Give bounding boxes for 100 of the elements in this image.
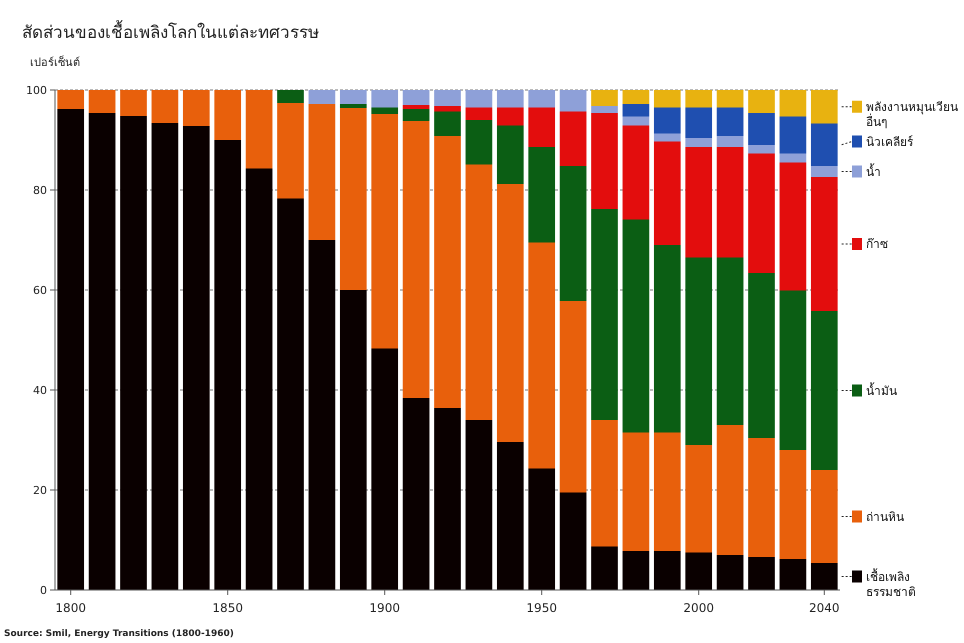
y-tick-label: 40 [33, 384, 47, 397]
bar [748, 557, 775, 590]
y-tick-label: 0 [40, 584, 47, 597]
bar [214, 90, 242, 140]
bar [152, 90, 178, 123]
bar [780, 116, 806, 154]
bar [496, 126, 524, 184]
bar [57, 109, 84, 590]
bar [622, 551, 650, 590]
y-tick-label: 100 [26, 84, 47, 97]
bar [308, 104, 336, 240]
bar [685, 90, 712, 108]
bar [560, 112, 586, 166]
bar [780, 290, 806, 450]
bar [622, 116, 650, 126]
bar [591, 113, 618, 209]
bar [560, 166, 586, 301]
bar [560, 492, 586, 590]
bar [810, 311, 838, 470]
legend-label: พลังงานหมุนเวียนอื่นๆ [866, 100, 958, 130]
bar [591, 420, 618, 546]
bar [716, 555, 744, 590]
bar [466, 108, 492, 120]
bar [308, 90, 336, 104]
bar [654, 432, 681, 551]
y-tick-label: 20 [33, 484, 47, 497]
bar [810, 166, 838, 177]
y-axis-title: เปอร์เซ็นต์ [30, 55, 80, 69]
bar [780, 559, 806, 590]
bar [402, 109, 430, 121]
y-tick-label: 80 [33, 184, 47, 197]
bar [466, 120, 492, 164]
bar [277, 103, 304, 198]
bar [685, 552, 712, 590]
bar [182, 126, 210, 590]
bar [402, 121, 430, 398]
bar [622, 220, 650, 432]
bar [402, 105, 430, 109]
y-tick-label: 60 [33, 284, 47, 297]
bar [591, 106, 618, 113]
legend-label: นิวเคลียร์ [866, 134, 914, 150]
bar [685, 138, 712, 147]
bar [748, 113, 775, 145]
bar [810, 177, 838, 311]
bar [88, 113, 116, 590]
bar [716, 258, 744, 425]
legend-label: น้ำมัน [866, 384, 898, 398]
bar [340, 108, 367, 290]
bar [88, 90, 116, 113]
chart-title: สัดส่วนของเชื้อเพลิงโลกในแต่ละทศวรรษ [22, 20, 319, 43]
bar [246, 90, 272, 168]
bar [528, 108, 556, 147]
bar [716, 136, 744, 147]
bar [810, 563, 838, 590]
bar [120, 90, 147, 116]
bar [402, 90, 430, 105]
x-tick-label: 1800 [55, 601, 86, 615]
bar [654, 142, 681, 245]
bar [654, 245, 681, 432]
bar [654, 90, 681, 108]
bar [654, 134, 681, 142]
bar [685, 108, 712, 138]
bar [528, 242, 556, 468]
bar [466, 420, 492, 590]
bar [810, 124, 838, 166]
bar [780, 162, 806, 290]
bar [560, 90, 586, 112]
bar [528, 147, 556, 242]
bar [654, 551, 681, 590]
bar [748, 145, 775, 154]
bar [434, 106, 461, 112]
bar [466, 164, 492, 420]
bar [716, 425, 744, 555]
bar [780, 154, 806, 162]
bar [340, 90, 367, 104]
bar [182, 90, 210, 126]
bar [57, 90, 84, 109]
bar [748, 273, 775, 438]
bar [591, 90, 618, 106]
bar [622, 126, 650, 220]
bar [371, 348, 398, 590]
bar [496, 184, 524, 442]
legend-label: ถ่านหิน [866, 510, 905, 524]
bar [748, 438, 775, 557]
bar [308, 240, 336, 590]
bar [685, 147, 712, 258]
bar [685, 445, 712, 552]
x-tick-label: 2040 [809, 601, 840, 615]
bar [810, 90, 838, 124]
bar [560, 301, 586, 492]
legend-label: เชื้อเพลิงธรรมชาติ [866, 570, 917, 600]
bar [402, 398, 430, 590]
bar [434, 90, 461, 106]
bar [496, 108, 524, 126]
bar [246, 168, 272, 590]
x-tick-label: 1850 [212, 601, 243, 615]
bar [716, 90, 744, 108]
bar [716, 108, 744, 136]
bar [434, 112, 461, 136]
bar [748, 90, 775, 113]
